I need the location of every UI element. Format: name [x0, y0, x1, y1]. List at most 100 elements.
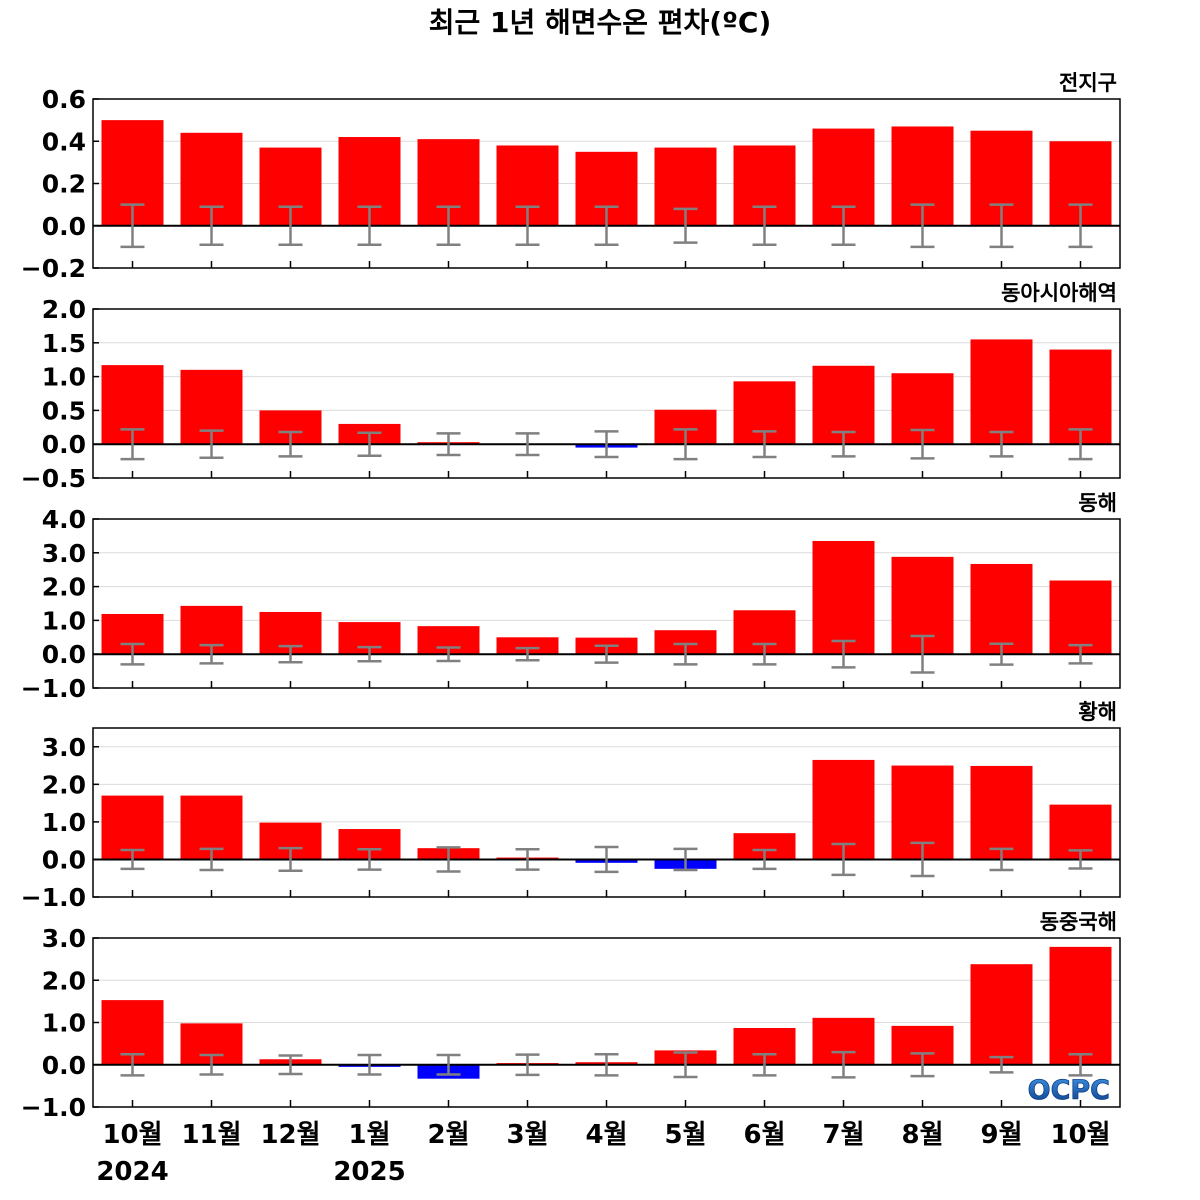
error-bar	[594, 430, 619, 459]
y-tick-label: 0.0	[42, 640, 86, 669]
error-bar	[120, 1052, 145, 1077]
x-tick-label: 3월	[506, 1120, 548, 1150]
y-tick-label: −1.0	[21, 674, 86, 703]
x-axis-labels: 10월 11월 12월 1월 2월 3월 4월 5월 6월 7월 8월 9월 10월 2024 2025	[96, 1120, 1110, 1187]
error-bar	[1068, 849, 1093, 870]
error-bar	[199, 205, 224, 247]
chart-panels: 0.6 0.4 0.2 0.0 −0.2 전지구 2.0 1.5 1.0 0.5 0.0 −0.5 동아…	[21, 71, 1121, 1187]
bar	[970, 339, 1033, 445]
panel-title: 황해	[1078, 700, 1117, 724]
error-bar	[1068, 203, 1093, 249]
error-bar	[1068, 1052, 1093, 1077]
error-bar	[594, 644, 619, 664]
error-bar	[120, 848, 145, 871]
y-tick-label: −0.5	[21, 464, 86, 493]
error-bar	[357, 1053, 382, 1076]
y-tick-label: 0.0	[42, 845, 86, 874]
error-bar	[199, 1053, 224, 1076]
y-tick-label: 1.0	[42, 808, 86, 837]
bar	[812, 540, 875, 655]
chart-panel: 3.0 2.0 1.0 0.0 −1.0 동중국해	[21, 910, 1121, 1122]
error-bar	[831, 1050, 856, 1079]
y-tick-label: 2.0	[42, 770, 86, 799]
x-tick-label: 5월	[664, 1120, 706, 1150]
error-bar	[278, 1054, 303, 1076]
error-bar	[278, 846, 303, 872]
error-bar	[436, 1053, 461, 1076]
panel-frame	[92, 727, 1121, 898]
error-bar	[673, 642, 698, 666]
error-bar	[515, 1053, 540, 1077]
error-bar	[1068, 643, 1093, 665]
error-bar	[515, 646, 540, 662]
error-bar	[673, 847, 698, 872]
x-tick-label: 8월	[901, 1120, 943, 1150]
x-tick-label: 12월	[260, 1120, 320, 1150]
bar	[970, 765, 1033, 860]
bar	[970, 563, 1033, 655]
y-tick-label: 0.6	[42, 85, 86, 114]
error-bar	[436, 646, 461, 663]
bar	[1049, 580, 1112, 655]
error-bar	[989, 847, 1014, 872]
error-bar	[752, 430, 777, 459]
error-bar	[357, 205, 382, 247]
y-tick-label: 1.5	[42, 329, 86, 358]
x-tick-label: 6월	[743, 1120, 785, 1150]
y-tick-label: 0.4	[42, 127, 86, 156]
y-tick-label: 3.0	[42, 924, 86, 953]
y-tick-label: 1.0	[42, 606, 86, 635]
error-bar	[594, 205, 619, 247]
y-tick-label: −1.0	[21, 883, 86, 912]
error-bar	[1068, 428, 1093, 461]
x-tick-label: 10월	[1050, 1120, 1110, 1150]
error-bar	[989, 1055, 1014, 1074]
panel-title: 전지구	[1059, 71, 1117, 95]
panel-frame	[92, 308, 1121, 479]
panel-title: 동중국해	[1040, 910, 1117, 934]
chart-panel: 4.0 3.0 2.0 1.0 0.0 −1.0 동해	[21, 491, 1121, 703]
error-bar	[752, 848, 777, 871]
y-tick-label: 0.0	[42, 430, 86, 459]
y-tick-label: 4.0	[42, 505, 86, 534]
error-bar	[357, 848, 382, 871]
panel-frame	[92, 518, 1121, 689]
panel-title: 동아시아해역	[1001, 281, 1117, 305]
error-bar	[199, 643, 224, 665]
bar	[654, 630, 717, 655]
y-tick-label: 2.0	[42, 295, 86, 324]
error-bar	[673, 1051, 698, 1079]
error-bar	[831, 430, 856, 458]
ocpc-logo: OCPC	[1027, 1075, 1110, 1107]
y-tick-label: 2.0	[42, 966, 86, 995]
error-bar	[199, 847, 224, 872]
error-bar	[989, 203, 1014, 249]
error-bar	[673, 207, 698, 244]
error-bar	[752, 1052, 777, 1077]
error-bar	[120, 203, 145, 249]
chart-panel: 2.0 1.5 1.0 0.5 0.0 −0.5 동아시아해역	[21, 281, 1121, 493]
x-tick-label: 4월	[585, 1120, 627, 1150]
error-bar	[436, 205, 461, 247]
y-tick-label: −0.2	[21, 254, 86, 283]
error-bar	[120, 428, 145, 461]
y-tick-label: 0.5	[42, 396, 86, 425]
error-bar	[199, 429, 224, 459]
year-label: 2024	[96, 1157, 168, 1187]
error-bar	[515, 432, 540, 457]
bar	[496, 637, 559, 655]
error-bar	[278, 430, 303, 458]
error-bar	[436, 846, 461, 873]
error-bar	[910, 428, 935, 460]
error-bar	[278, 205, 303, 247]
error-bar	[910, 634, 935, 674]
error-bar	[831, 205, 856, 247]
error-bar	[989, 430, 1014, 458]
bar	[970, 964, 1033, 1065]
error-bar	[594, 1052, 619, 1077]
error-bar	[752, 642, 777, 666]
y-tick-label: 3.0	[42, 539, 86, 568]
error-bar	[515, 848, 540, 871]
error-bar	[752, 205, 777, 247]
chart-panel: 0.6 0.4 0.2 0.0 −0.2 전지구	[21, 71, 1121, 283]
